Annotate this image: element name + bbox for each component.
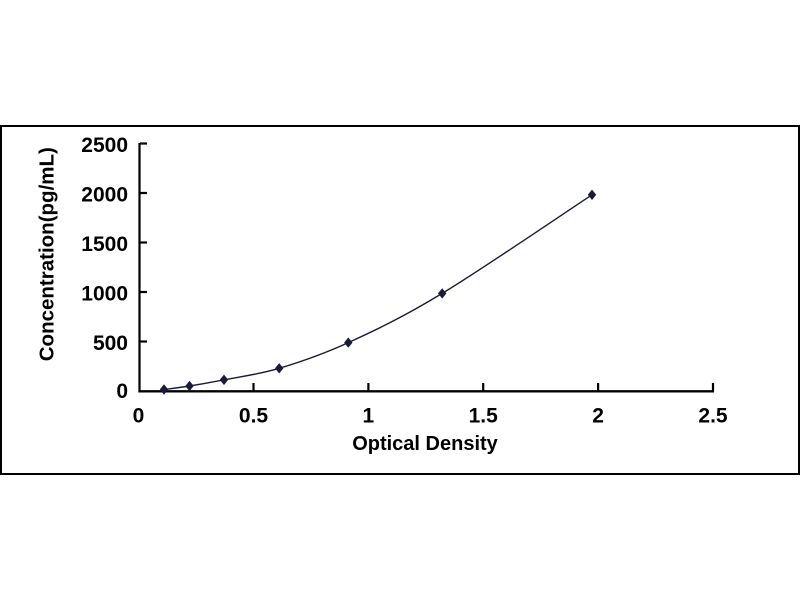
svg-text:2: 2: [592, 404, 604, 427]
svg-text:1.5: 1.5: [469, 404, 499, 427]
svg-text:1500: 1500: [81, 233, 128, 256]
svg-text:2500: 2500: [81, 134, 128, 157]
svg-text:1: 1: [363, 404, 375, 427]
svg-text:2000: 2000: [81, 183, 128, 206]
svg-text:Concentration(pg/mL): Concentration(pg/mL): [36, 147, 59, 361]
svg-text:0: 0: [116, 380, 128, 403]
svg-text:500: 500: [93, 332, 128, 355]
svg-text:0: 0: [133, 404, 145, 427]
svg-text:Optical Density: Optical Density: [352, 433, 498, 455]
svg-text:2.5: 2.5: [698, 404, 728, 427]
svg-text:0.5: 0.5: [239, 404, 269, 427]
svg-text:1000: 1000: [81, 282, 128, 305]
